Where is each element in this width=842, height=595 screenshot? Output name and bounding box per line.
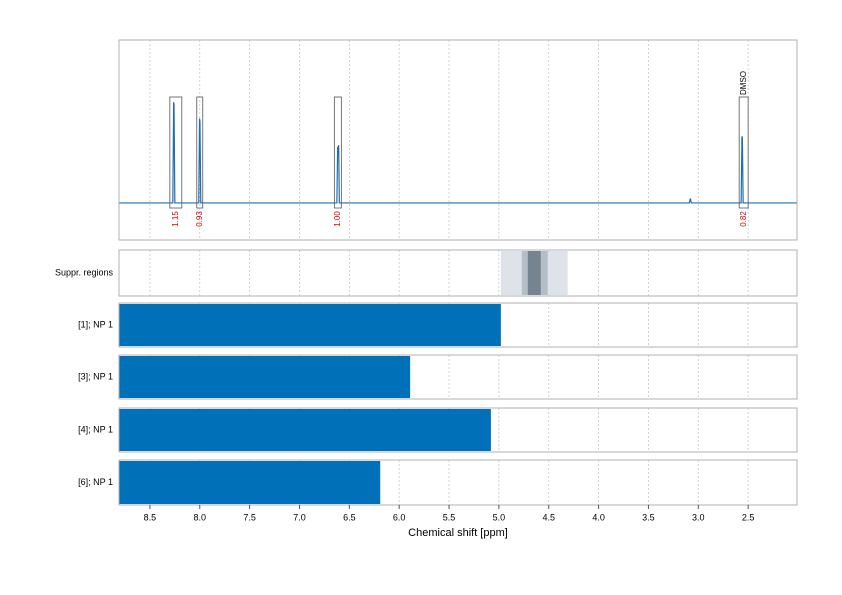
x-tick-label: 5.5 <box>443 512 456 522</box>
integral-label: 1.15 <box>171 211 180 227</box>
track-label: [1]; NP 1 <box>78 319 113 329</box>
x-tick-label: 7.0 <box>293 512 306 522</box>
track-label: [6]; NP 1 <box>78 477 113 487</box>
x-tick-label: 3.5 <box>642 512 655 522</box>
bar <box>119 409 491 451</box>
x-tick-label: 3.0 <box>692 512 705 522</box>
suppression-region <box>527 251 541 295</box>
track-label: Suppr. regions <box>55 267 114 277</box>
panel-frame <box>118 354 798 400</box>
x-tick-label: 4.0 <box>592 512 605 522</box>
panel-frame <box>118 39 798 241</box>
spectrum-line <box>119 102 797 204</box>
x-tick-label: 5.0 <box>493 512 506 522</box>
integration-box <box>169 96 183 209</box>
integration-box <box>738 96 749 209</box>
integral-label: 0.82 <box>739 211 748 227</box>
panel-frame <box>118 249 798 297</box>
integration-box <box>196 96 204 209</box>
panel-frame <box>118 407 798 453</box>
x-axis-label: Chemical shift [ppm] <box>408 527 508 539</box>
integral-label: 1.00 <box>333 211 342 227</box>
peak-annotation: DMSO <box>739 71 748 95</box>
panel-frame <box>118 302 798 348</box>
x-tick-label: 6.5 <box>343 512 356 522</box>
panel-frame <box>118 459 798 506</box>
bar <box>119 356 411 398</box>
x-tick-label: 7.5 <box>243 512 256 522</box>
track-label: [3]; NP 1 <box>78 371 113 381</box>
x-tick-label: 8.0 <box>194 512 207 522</box>
x-tick-label: 8.5 <box>144 512 157 522</box>
bar <box>119 461 381 504</box>
x-tick-label: 6.0 <box>393 512 406 522</box>
x-tick-label: 2.5 <box>742 512 755 522</box>
track-label: [4]; NP 1 <box>78 424 113 434</box>
integration-box <box>333 96 342 209</box>
x-tick-label: 4.5 <box>542 512 555 522</box>
integral-label: 0.93 <box>195 211 204 227</box>
bar <box>119 304 501 346</box>
